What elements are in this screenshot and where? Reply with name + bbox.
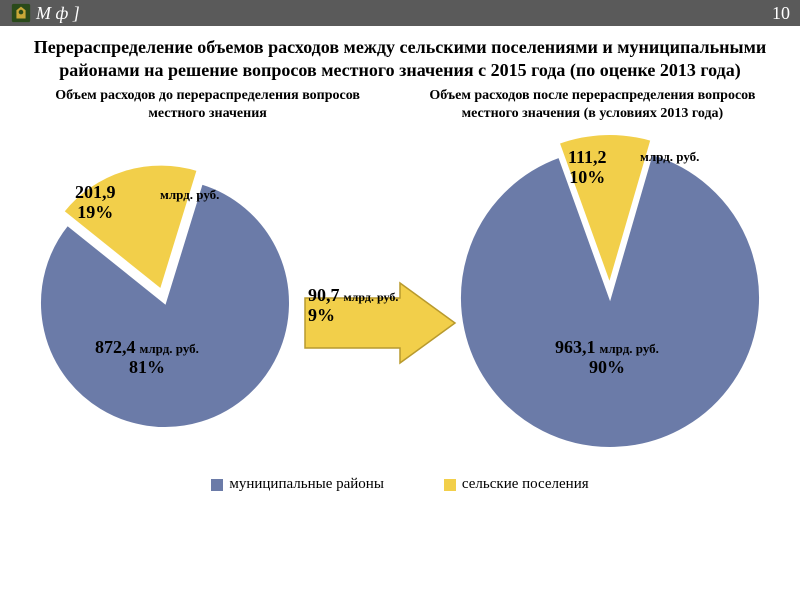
logo: М ф ] xyxy=(10,2,80,24)
charts-area: 90,7 млрд. руб. 9% 201,9 19% млрд. руб. … xyxy=(0,128,800,458)
label-right-municipal-value: 963,1 xyxy=(555,337,596,357)
label-left-municipal-unit: млрд. руб. xyxy=(140,341,199,356)
legend-item-rural: сельские поселения xyxy=(444,476,589,493)
label-left-municipal: 872,4 млрд. руб. 81% xyxy=(95,338,199,378)
arrow-percent: 9% xyxy=(308,305,335,325)
label-right-municipal-unit: млрд. руб. xyxy=(600,341,659,356)
label-right-rural-value: 111,2 xyxy=(568,147,607,167)
label-right-municipal-percent: 90% xyxy=(589,357,625,377)
label-right-rural: 111,2 10% xyxy=(568,148,607,188)
label-right-municipal: 963,1 млрд. руб. 90% xyxy=(555,338,659,378)
arrow-label: 90,7 млрд. руб. 9% xyxy=(308,286,398,326)
subtitle-left: Объем расходов до перераспределения вопр… xyxy=(30,87,385,122)
label-left-rural-unit: млрд. руб. xyxy=(160,188,219,202)
subtitle-right: Объем расходов после перераспределения в… xyxy=(415,87,770,122)
label-left-rural-value: 201,9 xyxy=(75,182,116,202)
legend-label-rural: сельские поселения xyxy=(462,476,589,493)
page-number: 10 xyxy=(772,3,790,24)
label-left-municipal-value: 872,4 xyxy=(95,337,136,357)
label-left-rural: 201,9 19% xyxy=(75,183,116,223)
label-left-rural-percent: 19% xyxy=(77,202,113,222)
legend: муниципальные районы сельские поселения xyxy=(0,458,800,493)
legend-swatch-rural xyxy=(444,479,456,491)
top-bar: М ф ] 10 xyxy=(0,0,800,26)
legend-swatch-municipal xyxy=(211,479,223,491)
label-left-municipal-percent: 81% xyxy=(129,357,165,377)
legend-item-municipal: муниципальные районы xyxy=(211,476,384,493)
page-title: Перераспределение объемов расходов между… xyxy=(0,26,800,85)
label-right-rural-percent: 10% xyxy=(569,167,605,187)
arrow-value: 90,7 xyxy=(308,285,340,305)
pie-chart-after xyxy=(450,128,770,463)
legend-label-municipal: муниципальные районы xyxy=(229,476,384,493)
chart-subtitles: Объем расходов до перераспределения вопр… xyxy=(0,85,800,128)
label-right-rural-unit: млрд. руб. xyxy=(640,150,699,164)
logo-text: М ф ] xyxy=(36,3,80,24)
emblem-icon xyxy=(10,2,32,24)
arrow-unit: млрд. руб. xyxy=(344,290,399,304)
